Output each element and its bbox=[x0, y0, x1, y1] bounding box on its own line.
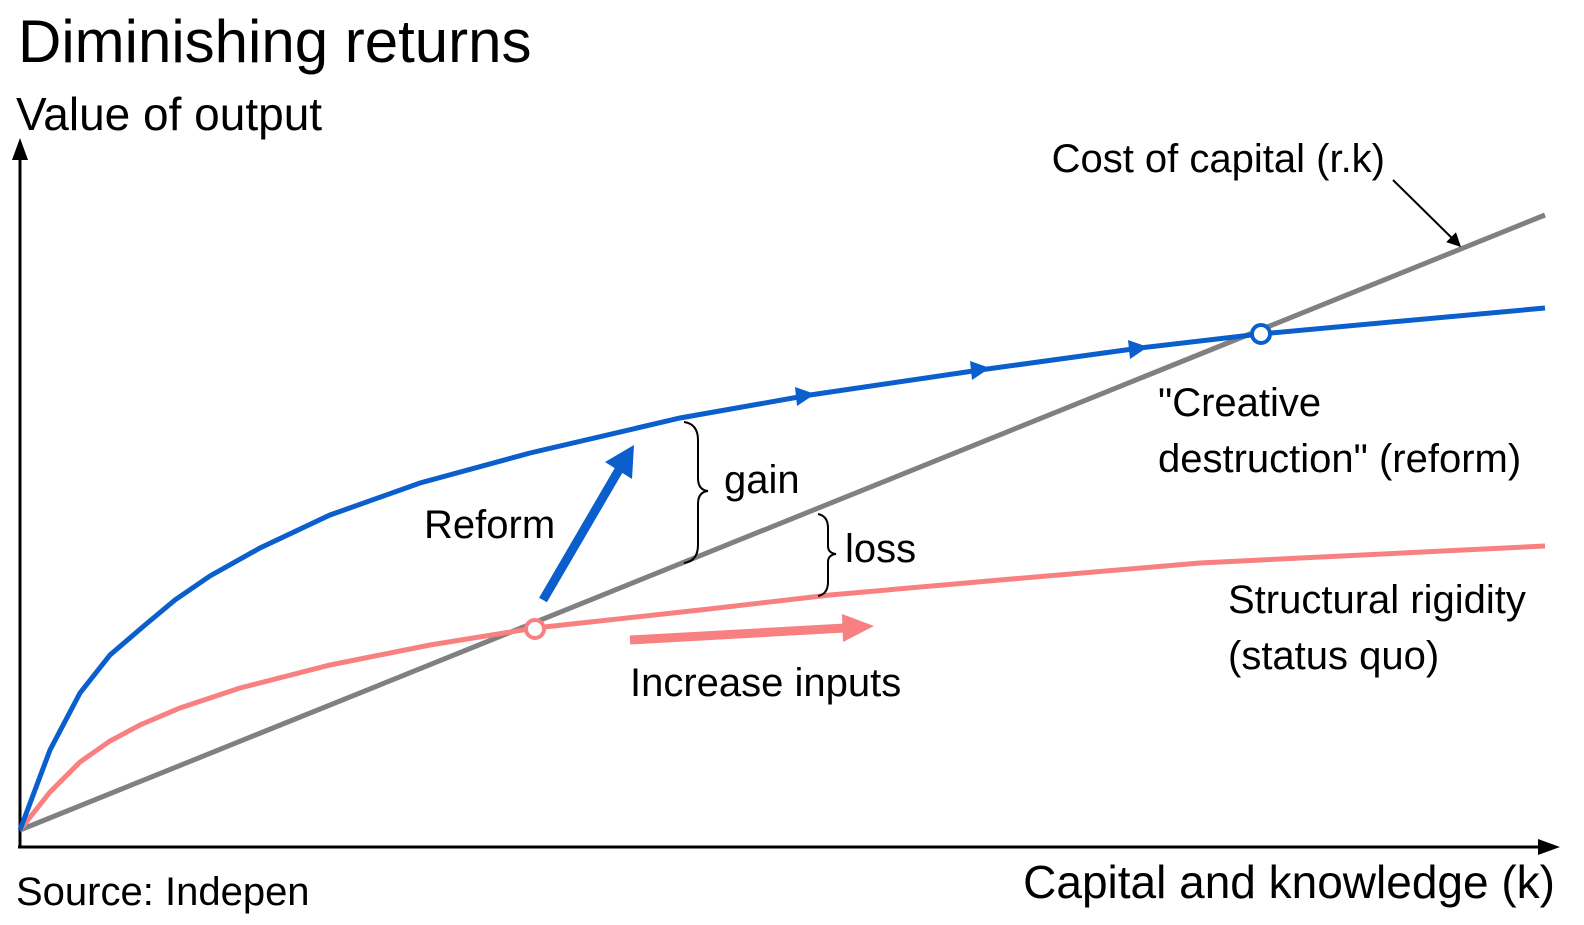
cost-line bbox=[19, 212, 1546, 833]
equilibrium-point bbox=[1250, 323, 1272, 345]
annotation: (status quo) bbox=[1228, 634, 1439, 678]
annotation: Cost of capital (r.k) bbox=[1052, 137, 1385, 181]
source: Source: Indepen bbox=[16, 870, 310, 914]
flow-arrow bbox=[970, 361, 990, 380]
flow-arrow bbox=[1128, 340, 1148, 359]
loss-brace bbox=[817, 513, 837, 597]
pointer bbox=[1392, 179, 1461, 247]
annotation: "Creative bbox=[1158, 381, 1321, 425]
annotation: Increase inputs bbox=[630, 661, 901, 705]
reform-curve bbox=[17, 305, 1546, 831]
annotation: Reform bbox=[424, 503, 555, 547]
reform-arrow bbox=[539, 465, 624, 603]
annotation: destruction" (reform) bbox=[1158, 437, 1521, 481]
equilibrium-point bbox=[524, 618, 546, 640]
inputs-arrowhead bbox=[842, 614, 874, 642]
y-axis-label: Value of output bbox=[16, 88, 322, 140]
flow-arrow bbox=[795, 387, 815, 406]
gain-brace bbox=[683, 421, 709, 564]
reform-arrowhead bbox=[605, 445, 634, 479]
y-axis-arrow bbox=[12, 138, 28, 160]
status-quo-curve bbox=[18, 543, 1546, 832]
annotation: loss bbox=[845, 527, 916, 571]
inputs-arrow bbox=[629, 623, 846, 645]
title: Diminishing returns bbox=[18, 8, 532, 75]
x-axis-arrow bbox=[1538, 839, 1560, 855]
annotation: gain bbox=[724, 458, 800, 502]
x-axis-label: Capital and knowledge (k) bbox=[1023, 856, 1555, 908]
annotation: Structural rigidity bbox=[1228, 578, 1526, 622]
